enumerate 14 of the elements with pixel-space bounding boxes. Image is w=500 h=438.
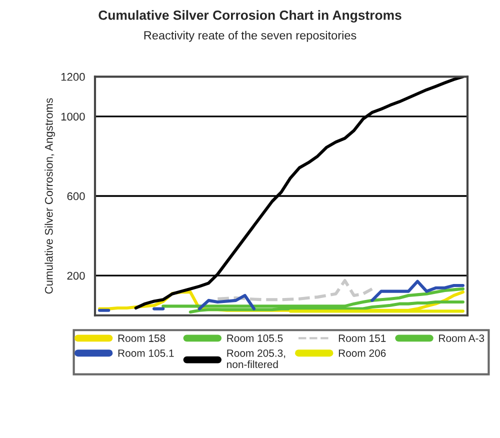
- legend-label: Room 151: [338, 334, 386, 342]
- y-tick-label: 200: [67, 272, 85, 280]
- chart-title: Cumulative Silver Corrosion Chart in Angstroms: [98, 10, 402, 23]
- y-tick-label: 600: [67, 192, 85, 200]
- legend-label: Room 206: [338, 349, 386, 357]
- legend-label: Room 105.1: [118, 349, 174, 357]
- chart-subtitle: Reactivity reate of the seven repositories: [144, 30, 356, 42]
- y-axis-title: Cumulative Silver Corrosion, Angstroms: [44, 98, 56, 294]
- legend-label: Room 158: [118, 334, 166, 342]
- legend-label: Room 205.3, non-filtered: [227, 349, 286, 368]
- legend-label: Room A-3: [439, 334, 484, 342]
- y-tick-label: 1000: [61, 112, 85, 121]
- y-tick-label: 1200: [61, 72, 85, 81]
- legend-label: Room 105.5: [227, 334, 283, 342]
